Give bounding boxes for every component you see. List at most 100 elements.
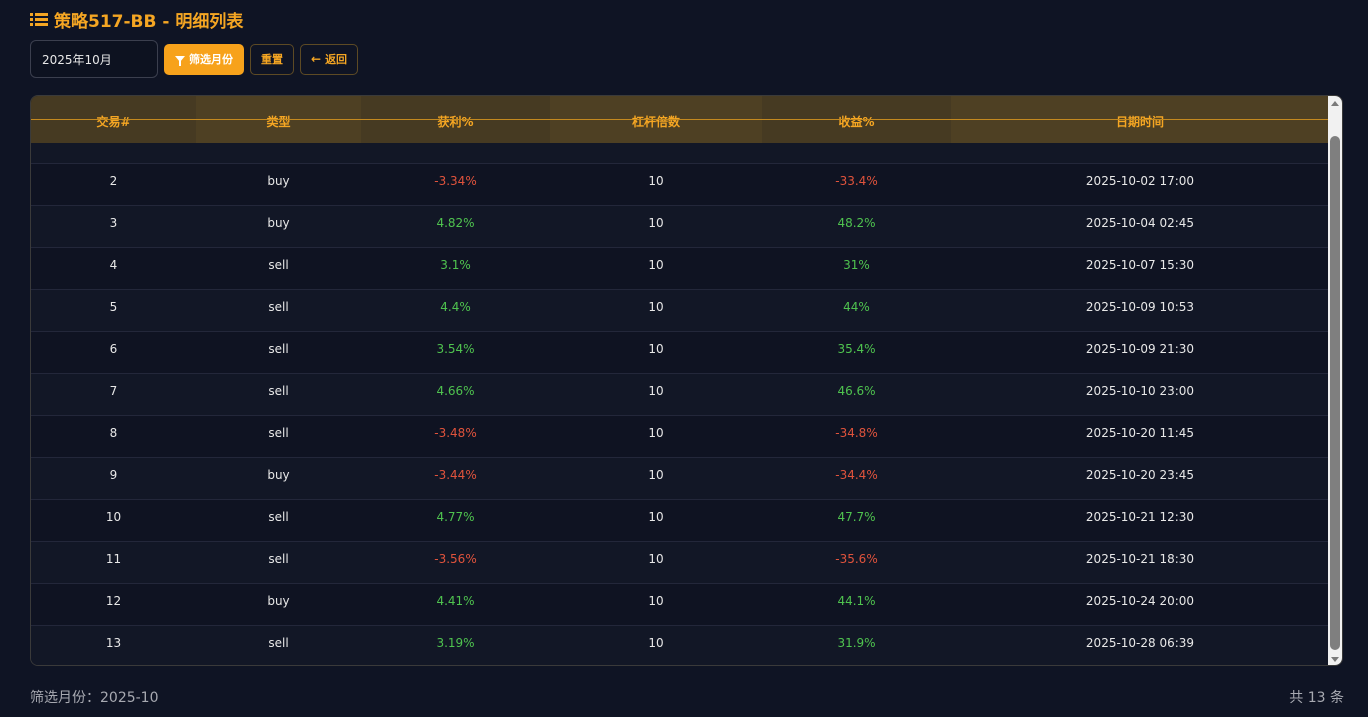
cell-datetime: 2025-10-21 12:30 bbox=[1085, 510, 1195, 524]
cell-return: 44.1% bbox=[837, 594, 876, 608]
cell-trade-no: 5 bbox=[109, 300, 118, 314]
cell-type: buy bbox=[267, 174, 290, 188]
reset-button[interactable]: 重置 bbox=[250, 43, 294, 75]
cell-profit: -3.44% bbox=[434, 468, 477, 482]
cell-return: 44% bbox=[843, 300, 870, 314]
table-header: 交易# 类型 获利% 杠杆倍数 收益% 日期时间 bbox=[31, 96, 1329, 143]
cell-trade-no: 13 bbox=[105, 636, 122, 650]
cell-datetime: 2025-10-07 15:30 bbox=[1085, 258, 1195, 272]
filter-month-label: 筛选月份 bbox=[189, 53, 233, 66]
cell-profit: 3.19% bbox=[436, 636, 475, 650]
cell-type: sell bbox=[268, 300, 289, 314]
back-label: 返回 bbox=[325, 53, 348, 66]
cell-return: -35.6% bbox=[835, 552, 878, 566]
cell-leverage: 10 bbox=[648, 216, 664, 230]
cell-leverage: 10 bbox=[648, 552, 664, 566]
cell-profit: -3.48% bbox=[434, 426, 477, 440]
column-header-trade-no[interactable]: 交易# bbox=[96, 115, 131, 129]
scrollbar-thumb[interactable] bbox=[1330, 136, 1340, 650]
cell-trade-no: 10 bbox=[105, 510, 122, 524]
cell-datetime: 2025-10-24 20:00 bbox=[1085, 594, 1195, 608]
trades-table: 交易# 类型 获利% 杠杆倍数 收益% 日期时间 1sell-3.55%10-3… bbox=[30, 95, 1343, 666]
cell-trade-no: 3 bbox=[109, 216, 118, 230]
arrow-left-icon: ← bbox=[311, 52, 322, 66]
scroll-down-icon[interactable] bbox=[1331, 657, 1339, 662]
table-row[interactable]: 7 sell 4.66% 10 46.6% 2025-10-10 23:00 bbox=[31, 374, 1329, 416]
list-icon bbox=[30, 12, 48, 27]
table-row[interactable]: 12 buy 4.41% 10 44.1% 2025-10-24 20:00 bbox=[31, 584, 1329, 626]
table-row[interactable]: 5 sell 4.4% 10 44% 2025-10-09 10:53 bbox=[31, 290, 1329, 332]
toolbar: 2025年10月 筛选月份 重置 ← 返回 bbox=[30, 40, 359, 78]
table-row[interactable]: 6 sell 3.54% 10 35.4% 2025-10-09 21:30 bbox=[31, 332, 1329, 374]
cell-datetime: 2025-10-20 23:45 bbox=[1085, 468, 1195, 482]
cell-datetime: 2025-10-04 02:45 bbox=[1085, 216, 1195, 230]
cell-type: sell bbox=[268, 342, 289, 356]
reset-label: 重置 bbox=[261, 53, 283, 66]
cell-return: -34.4% bbox=[835, 468, 878, 482]
cell-type: sell bbox=[268, 384, 289, 398]
cell-leverage: 10 bbox=[648, 636, 664, 650]
cell-profit: 4.77% bbox=[436, 510, 475, 524]
cell-type: buy bbox=[267, 216, 290, 230]
cell-leverage: 10 bbox=[648, 342, 664, 356]
table-row[interactable]: 13 sell 3.19% 10 31.9% 2025-10-28 06:39 bbox=[31, 626, 1329, 665]
month-input[interactable]: 2025年10月 bbox=[30, 40, 158, 78]
cell-trade-no: 9 bbox=[109, 468, 118, 482]
cell-profit: 4.4% bbox=[440, 300, 471, 314]
filter-icon bbox=[175, 56, 185, 66]
cell-type: sell bbox=[268, 426, 289, 440]
cell-datetime: 2025-10-20 11:45 bbox=[1085, 426, 1195, 440]
cell-datetime: 2025-10-09 10:53 bbox=[1085, 300, 1195, 314]
page-title: 策略517-BB - 明细列表 bbox=[30, 7, 243, 32]
cell-trade-no: 11 bbox=[105, 552, 122, 566]
cell-datetime: 2025-10-09 21:30 bbox=[1085, 342, 1195, 356]
back-button[interactable]: ← 返回 bbox=[300, 43, 359, 75]
table-row[interactable]: 2 buy -3.34% 10 -33.4% 2025-10-02 17:00 bbox=[31, 164, 1329, 206]
cell-profit: 3.1% bbox=[440, 258, 471, 272]
cell-type: sell bbox=[268, 552, 289, 566]
cell-profit: -3.34% bbox=[434, 174, 477, 188]
cell-leverage: 10 bbox=[648, 174, 664, 188]
cell-leverage: 10 bbox=[648, 426, 664, 440]
cell-return: 35.4% bbox=[837, 342, 876, 356]
table-row[interactable]: 11 sell -3.56% 10 -35.6% 2025-10-21 18:30 bbox=[31, 542, 1329, 584]
cell-type: sell bbox=[268, 510, 289, 524]
vertical-scrollbar[interactable] bbox=[1328, 96, 1342, 665]
cell-leverage: 10 bbox=[648, 468, 664, 482]
page-title-text: 策略517-BB - 明细列表 bbox=[54, 12, 244, 32]
cell-profit: 3.54% bbox=[436, 342, 475, 356]
table-row[interactable]: 9 buy -3.44% 10 -34.4% 2025-10-20 23:45 bbox=[31, 458, 1329, 500]
cell-profit: 4.82% bbox=[436, 216, 475, 230]
cell-return: 47.7% bbox=[837, 510, 876, 524]
table-row[interactable]: 10 sell 4.77% 10 47.7% 2025-10-21 12:30 bbox=[31, 500, 1329, 542]
footer-filter-text: 筛选月份：2025-10 bbox=[30, 690, 159, 706]
table-row[interactable]: 8 sell -3.48% 10 -34.8% 2025-10-20 11:45 bbox=[31, 416, 1329, 458]
cell-trade-no: 12 bbox=[105, 594, 122, 608]
scroll-up-icon[interactable] bbox=[1331, 101, 1339, 106]
cell-return: 31% bbox=[843, 258, 870, 272]
cell-return: -34.8% bbox=[835, 426, 878, 440]
cell-datetime: 2025-10-21 18:30 bbox=[1085, 552, 1195, 566]
cell-return: 46.6% bbox=[837, 384, 876, 398]
cell-trade-no: 7 bbox=[109, 384, 118, 398]
table-row[interactable]: 3 buy 4.82% 10 48.2% 2025-10-04 02:45 bbox=[31, 206, 1329, 248]
cell-return: -33.4% bbox=[835, 174, 878, 188]
cell-trade-no: 8 bbox=[109, 426, 118, 440]
column-header-profit[interactable]: 获利% bbox=[437, 115, 474, 129]
cell-trade-no: 6 bbox=[109, 342, 118, 356]
cell-return: 48.2% bbox=[837, 216, 876, 230]
header-divider bbox=[31, 119, 1329, 120]
cell-type: buy bbox=[267, 468, 290, 482]
filter-month-button[interactable]: 筛选月份 bbox=[164, 43, 244, 75]
cell-profit: 4.66% bbox=[436, 384, 475, 398]
table-row[interactable]: 4 sell 3.1% 10 31% 2025-10-07 15:30 bbox=[31, 248, 1329, 290]
cell-return: 31.9% bbox=[837, 636, 876, 650]
column-header-return[interactable]: 收益% bbox=[838, 115, 875, 129]
cell-leverage: 10 bbox=[648, 594, 664, 608]
cell-leverage: 10 bbox=[648, 384, 664, 398]
cell-datetime: 2025-10-28 06:39 bbox=[1085, 636, 1195, 650]
cell-leverage: 10 bbox=[648, 510, 664, 524]
cell-datetime: 2025-10-10 23:00 bbox=[1085, 384, 1195, 398]
